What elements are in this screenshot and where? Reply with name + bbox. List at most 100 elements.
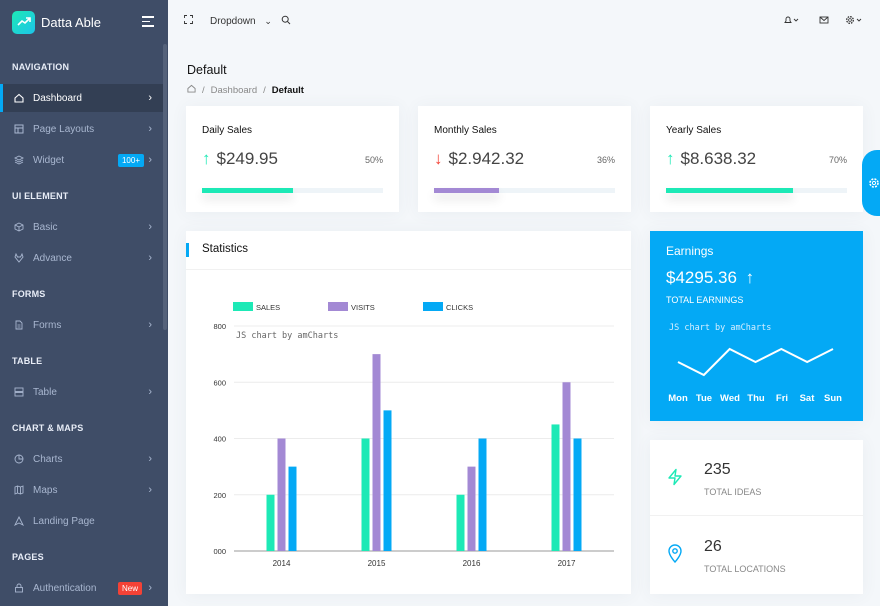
locations-label: TOTAL LOCATIONS xyxy=(704,564,786,574)
sidebar-item-forms[interactable]: Forms › xyxy=(0,311,164,339)
bar-clicks-2014 xyxy=(288,466,297,551)
dropdown-toggle[interactable]: Dropdown ⌄ xyxy=(210,16,272,27)
legend-item: CLICKS xyxy=(423,302,473,312)
logo-text: Datta Able xyxy=(41,14,101,30)
sidebar-item-dashboard[interactable]: Dashboard › xyxy=(0,84,164,112)
settings-gear-icon[interactable] xyxy=(845,15,863,28)
bar-sales-2015 xyxy=(361,438,370,551)
caption-navigation: NAVIGATION xyxy=(12,62,70,72)
day-label: Mon xyxy=(668,393,688,404)
sidebar-item-landing-page[interactable]: Landing Page xyxy=(0,507,164,535)
dropdown-label: Dropdown xyxy=(210,16,256,27)
caption-chart-maps: CHART & MAPS xyxy=(12,423,84,433)
bar-sales-2014 xyxy=(266,494,275,551)
sales-title: Yearly Sales xyxy=(666,125,722,136)
caption-table: TABLE xyxy=(12,356,43,366)
sales-percent: 36% xyxy=(596,155,615,165)
y-tick-label: 400 xyxy=(213,435,226,444)
sales-value: $8.638.32 xyxy=(680,149,757,168)
earnings-line xyxy=(677,347,834,377)
arrow-up-icon: ↑ xyxy=(202,149,211,168)
y-tick-label: 600 xyxy=(213,378,226,387)
sidebar-scrollbar[interactable] xyxy=(163,44,167,330)
locations-row: 26 TOTAL LOCATIONS xyxy=(650,517,863,594)
arrow-down-icon: ↓ xyxy=(434,149,443,168)
sales-percent: 70% xyxy=(828,155,847,165)
sales-value: $249.95 xyxy=(216,149,278,168)
pie-chart-icon xyxy=(14,454,24,464)
sidebar-item-label: Landing Page xyxy=(33,515,95,527)
chart-credit: JS chart by amCharts xyxy=(236,331,338,341)
earnings-card: Earnings $4295.36 ↑ TOTAL EARNINGS JS ch… xyxy=(650,231,863,421)
caption-forms: FORMS xyxy=(12,289,46,299)
chevron-right-icon: › xyxy=(148,484,152,496)
trending-up-icon xyxy=(12,10,35,34)
sidebar-item-authentication[interactable]: Authentication New › xyxy=(0,574,164,602)
statistics-title: Statistics xyxy=(202,243,249,255)
sidebar-item-basic[interactable]: Basic › xyxy=(0,213,164,241)
chart-credit: JS chart by amCharts xyxy=(669,323,772,333)
bar-sales-2016 xyxy=(456,494,465,551)
bar-visits-2017 xyxy=(562,382,571,551)
arrow-up-icon: ↑ xyxy=(666,149,675,168)
search-icon[interactable] xyxy=(281,15,291,28)
y-tick-label: 200 xyxy=(213,491,226,500)
sidebar-item-label: Basic xyxy=(33,221,58,233)
sidebar-item-page-layouts[interactable]: Page Layouts › xyxy=(0,115,164,143)
progress-bar xyxy=(434,188,500,193)
earnings-title: Earnings xyxy=(666,244,714,258)
theme-settings-button[interactable] xyxy=(862,150,880,216)
earnings-value: $4295.36 xyxy=(666,268,737,287)
gitlab-icon xyxy=(14,253,24,263)
count-badge: 100+ xyxy=(117,154,144,167)
layout-icon xyxy=(14,124,24,134)
zap-icon xyxy=(666,468,684,489)
chevron-right-icon: › xyxy=(148,252,152,264)
statistics-bar-chart: SALES VISITS CLICKS JS chart by amCharts 000… xyxy=(213,302,614,568)
settings-gear-icon xyxy=(868,177,880,192)
daily-sales-card: Daily Sales ↑ $249.95 50% xyxy=(186,106,399,212)
notification-bell-icon[interactable] xyxy=(783,15,799,28)
day-label: Wed xyxy=(720,393,740,404)
sidebar-item-widget[interactable]: Widget 100+ › xyxy=(0,146,164,174)
breadcrumb-dashboard[interactable]: Dashboard xyxy=(210,84,258,96)
sidebar-item-table[interactable]: Table › xyxy=(0,378,164,406)
file-text-icon xyxy=(14,320,24,330)
day-label: Fri xyxy=(776,393,788,404)
sales-title: Monthly Sales xyxy=(434,125,497,136)
sales-value-row: ↑ $249.95 xyxy=(202,149,278,169)
sidebar-item-label: Dashboard xyxy=(33,92,82,104)
menu-toggle-icon[interactable] xyxy=(142,16,154,30)
logo[interactable]: Datta Able xyxy=(0,0,168,44)
earnings-label: TOTAL EARNINGS xyxy=(666,295,744,305)
x-tick-label: 2014 xyxy=(273,559,291,568)
bar-visits-2014 xyxy=(277,438,286,551)
chevron-right-icon: › xyxy=(148,154,152,166)
earnings-value-row: $4295.36 ↑ xyxy=(666,268,754,288)
sidebar-item-label: Charts xyxy=(33,453,63,465)
sidebar-item-label: Authentication xyxy=(33,582,97,594)
day-label: Sat xyxy=(800,393,816,404)
server-icon xyxy=(14,387,24,397)
ideas-label: TOTAL IDEAS xyxy=(704,487,762,497)
sidebar-item-charts[interactable]: Charts › xyxy=(0,445,164,473)
mail-icon[interactable] xyxy=(819,15,829,28)
earnings-line-chart xyxy=(677,347,834,377)
home-icon[interactable] xyxy=(187,84,196,96)
legend-label: SALES xyxy=(256,303,280,312)
bar-clicks-2016 xyxy=(478,438,487,551)
chevron-right-icon: › xyxy=(148,123,152,135)
progress-track xyxy=(434,188,615,193)
bar-sales-2017 xyxy=(551,424,560,551)
map-pin-icon xyxy=(666,543,684,566)
bar-clicks-2017 xyxy=(573,438,582,551)
chevron-right-icon: › xyxy=(148,92,152,104)
progress-bar xyxy=(202,188,293,193)
sidebar-item-label: Maps xyxy=(33,484,58,496)
sidebar-item-maps[interactable]: Maps › xyxy=(0,476,164,504)
legend-swatch xyxy=(233,302,253,311)
lock-icon xyxy=(14,583,24,593)
sidebar-item-advance[interactable]: Advance › xyxy=(0,244,164,272)
fullscreen-icon[interactable] xyxy=(184,15,193,27)
chevron-right-icon: › xyxy=(148,582,152,594)
